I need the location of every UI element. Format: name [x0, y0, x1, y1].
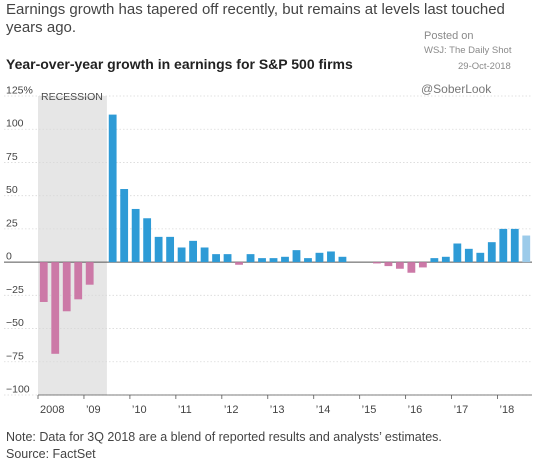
x-tick-label: ’11 [178, 404, 192, 416]
y-tick-label: −100 [6, 384, 30, 396]
bar [487, 242, 496, 263]
bar [62, 262, 71, 312]
bar [74, 262, 83, 300]
bar [407, 262, 416, 273]
bar [120, 189, 129, 263]
bar [131, 208, 140, 263]
bar [166, 236, 175, 263]
bar [108, 114, 117, 263]
x-tick-label: ’16 [408, 404, 423, 416]
bar [281, 256, 289, 263]
y-tick-label: 100 [6, 118, 24, 130]
bar [338, 256, 347, 263]
bar [189, 240, 197, 263]
bar [223, 254, 232, 263]
publisher-tag: WSJ: The Daily Shot [424, 45, 512, 56]
y-tick-label: 75 [6, 151, 18, 163]
x-tick-label: ’09 [86, 404, 101, 416]
bar [441, 256, 450, 263]
bar [418, 262, 427, 268]
bar [430, 258, 439, 263]
bar [292, 250, 301, 263]
headline: Earnings growth has tapered off recently… [6, 1, 505, 36]
bar [395, 262, 404, 269]
chart-note: Note: Data for 3Q 2018 are a blend of re… [6, 430, 442, 444]
bar [510, 228, 519, 263]
chart-title: Year-over-year growth in earnings for S&… [6, 56, 353, 72]
x-tick-label: ’13 [270, 404, 285, 416]
author-handle: @SoberLook [421, 82, 492, 96]
bar [177, 247, 186, 263]
bar [384, 262, 393, 267]
bar [235, 262, 243, 265]
bar [522, 235, 531, 263]
bar [476, 252, 485, 263]
bar [212, 254, 220, 263]
x-tick-label: ’12 [224, 404, 239, 416]
y-tick-label: 50 [6, 184, 18, 196]
bar [85, 262, 94, 285]
bar [499, 228, 508, 263]
y-tick-label: −25 [6, 284, 24, 296]
bar [269, 258, 278, 263]
chart-source: Source: FactSet [6, 447, 96, 461]
x-tick-label: ’15 [362, 404, 377, 416]
x-tick-label: ’14 [316, 404, 331, 416]
bar [246, 254, 255, 263]
bar [39, 262, 48, 302]
bar [143, 218, 152, 263]
recession-band [38, 96, 107, 395]
post-date: 29-Oct-2018 [458, 61, 511, 72]
bar [327, 251, 335, 263]
bar [51, 262, 60, 354]
x-tick-label: 2008 [40, 404, 64, 416]
x-tick-label: ’17 [454, 404, 469, 416]
bar [315, 252, 324, 263]
recession-label: RECESSION [41, 91, 103, 103]
x-tick-label: ’10 [132, 404, 147, 416]
x-tick-label: ’18 [500, 404, 515, 416]
y-tick-label: 0 [6, 251, 12, 263]
bar [453, 243, 462, 263]
y-tick-label: −50 [6, 317, 24, 329]
bar [304, 258, 312, 263]
bar [200, 247, 209, 263]
y-tick-label: 25 [6, 217, 18, 229]
bar-chart: RECESSION −100 −75 −50 −25 0 25 50 75 100 125% 2008… [4, 85, 532, 416]
bar [464, 248, 473, 263]
bar [154, 236, 163, 263]
bar [258, 258, 266, 263]
posted-on-label: Posted on [424, 30, 474, 42]
y-tick-label: −75 [6, 350, 24, 362]
y-tick-label: 125% [6, 85, 33, 97]
bar [373, 262, 381, 264]
